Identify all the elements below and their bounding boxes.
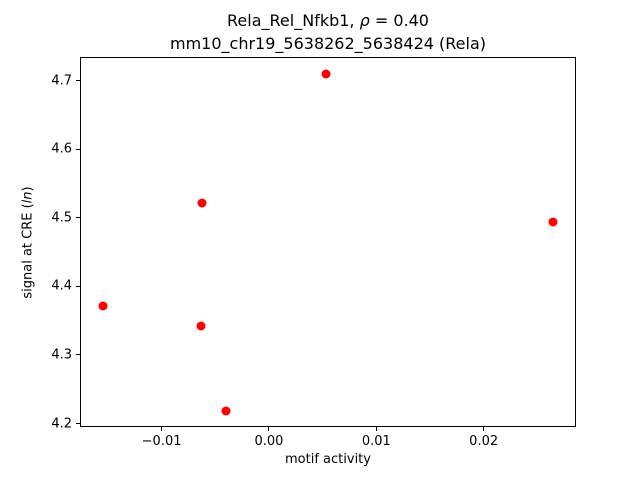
chart-title-prefix: Rela_Rel_Nfkb1, [227, 11, 360, 30]
data-point [98, 301, 108, 311]
chart-title: Rela_Rel_Nfkb1, ρ = 0.40 mm10_chr19_5638… [80, 10, 576, 55]
y-tick-label: 4.2 [51, 416, 72, 432]
data-point [548, 217, 558, 227]
y-tick-label: 4.4 [51, 278, 72, 294]
y-tick [76, 354, 80, 356]
y-axis-label-italic: ln [20, 191, 36, 204]
x-tick [268, 427, 270, 431]
x-tick-label: 0.02 [469, 434, 499, 449]
x-axis-label: motif activity [285, 452, 371, 467]
x-tick-label: 0.00 [254, 434, 284, 449]
y-axis-label: signal at CRE (ln) [21, 153, 36, 333]
chart-title-line2: mm10_chr19_5638262_5638424 (Rela) [170, 33, 486, 53]
chart-title-line1: Rela_Rel_Nfkb1, ρ = 0.40 [80, 10, 576, 33]
data-point [221, 406, 231, 416]
y-tick [76, 148, 80, 150]
x-tick [375, 427, 377, 431]
data-point [197, 198, 207, 208]
y-axis-label-suffix: ) [20, 186, 36, 192]
y-tick [76, 217, 80, 219]
x-tick [161, 427, 163, 431]
x-tick-label: −0.01 [141, 434, 182, 449]
chart-title-suffix: = 0.40 [369, 11, 429, 30]
x-tick-label: 0.01 [361, 434, 391, 449]
plot-area [80, 57, 576, 427]
rho-symbol: ρ [359, 11, 370, 30]
y-tick-label: 4.3 [51, 347, 72, 363]
y-tick [76, 285, 80, 287]
y-tick [76, 80, 80, 82]
data-point [321, 69, 331, 79]
y-tick [76, 423, 80, 425]
y-tick-label: 4.5 [51, 210, 72, 226]
data-point [196, 321, 206, 331]
y-axis-label-prefix: signal at CRE ( [20, 203, 36, 299]
y-tick-label: 4.7 [51, 73, 72, 89]
x-tick [483, 427, 485, 431]
y-tick-label: 4.6 [51, 141, 72, 157]
